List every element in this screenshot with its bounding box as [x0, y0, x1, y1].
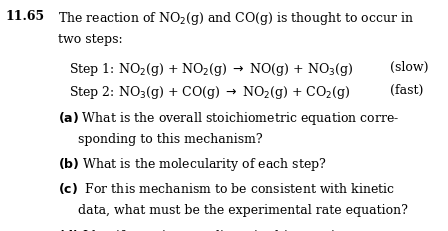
Text: $\mathbf{(a)}$ What is the overall stoichiometric equation corre-: $\mathbf{(a)}$ What is the overall stoic…: [58, 110, 399, 127]
Text: $\mathbf{(c)}$  For this mechanism to be consistent with kinetic: $\mathbf{(c)}$ For this mechanism to be …: [58, 181, 396, 196]
Text: (slow): (slow): [390, 61, 428, 74]
Text: Step 2: NO$_3$(g) + CO(g) $\rightarrow$ NO$_2$(g) + CO$_2$(g): Step 2: NO$_3$(g) + CO(g) $\rightarrow$ …: [69, 84, 351, 101]
Text: (fast): (fast): [390, 84, 423, 97]
Text: 11.65: 11.65: [6, 10, 45, 23]
Text: two steps:: two steps:: [58, 33, 123, 46]
Text: $\mathbf{(d)}$ Identify any intermediates in this reaction.: $\mathbf{(d)}$ Identify any intermediate…: [58, 228, 355, 231]
Text: Step 1: NO$_2$(g) + NO$_2$(g) $\rightarrow$ NO(g) + NO$_3$(g): Step 1: NO$_2$(g) + NO$_2$(g) $\rightarr…: [69, 61, 353, 78]
Text: $\mathbf{(b)}$ What is the molecularity of each step?: $\mathbf{(b)}$ What is the molecularity …: [58, 156, 327, 173]
Text: data, what must be the experimental rate equation?: data, what must be the experimental rate…: [78, 204, 408, 217]
Text: The reaction of NO$_2$(g) and CO(g) is thought to occur in: The reaction of NO$_2$(g) and CO(g) is t…: [58, 10, 414, 27]
Text: sponding to this mechanism?: sponding to this mechanism?: [78, 133, 263, 146]
